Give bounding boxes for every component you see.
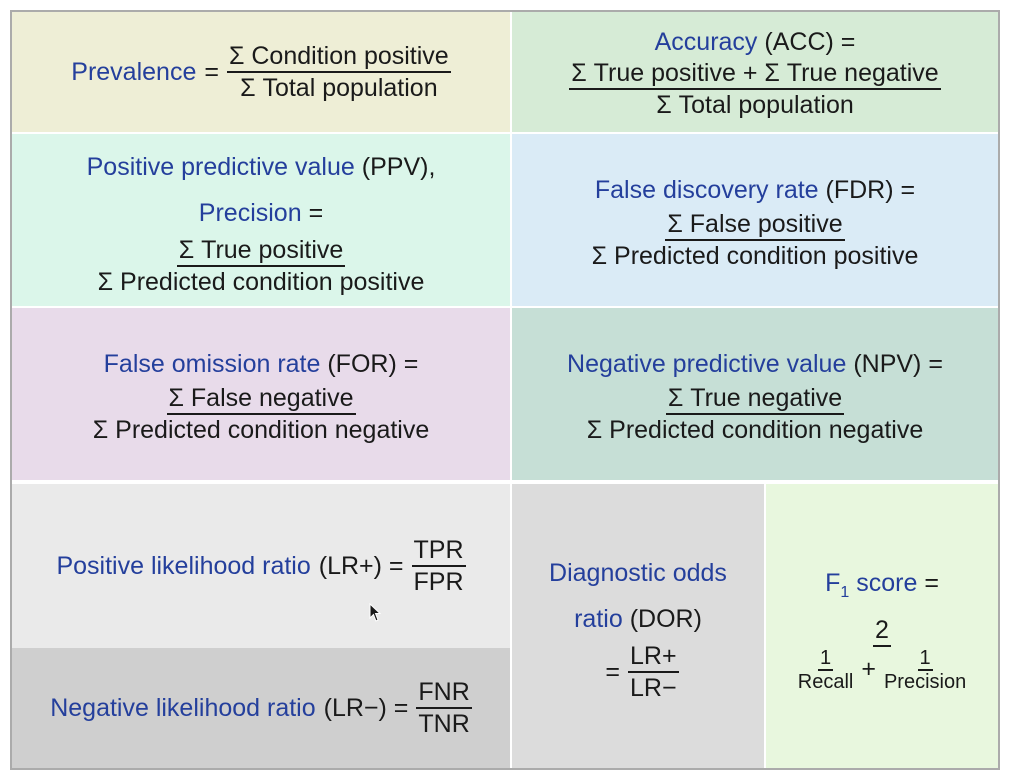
npv-fraction: Σ True negative Σ Predicted condition ne… <box>585 384 926 445</box>
equals-sign: = <box>204 57 219 86</box>
recall-term-denominator: Recall <box>797 670 854 693</box>
npv-link[interactable]: Negative predictive value <box>567 349 847 378</box>
denominator: LR− <box>630 673 677 702</box>
accuracy-link[interactable]: Accuracy <box>654 27 758 56</box>
npv-cell: Negative predictive value (NPV) = Σ True… <box>512 308 998 480</box>
npv-abbr: (NPV) = <box>853 349 943 378</box>
denominator: 1 Recall + 1 Precision <box>794 647 970 693</box>
ppv-abbr: (PPV), <box>361 152 436 181</box>
mouse-pointer-icon <box>369 603 381 622</box>
denominator: Σ Predicted condition positive <box>97 267 425 296</box>
denominator: FPR <box>413 567 464 596</box>
lr-negative-fraction: FNR TNR <box>416 678 472 739</box>
numerator: Σ False positive <box>665 210 845 241</box>
f1-name-rest: score <box>849 568 918 597</box>
f1-cell: F1 score = 2 1 Recall + 1 Precision <box>766 484 998 768</box>
numerator: Σ True negative <box>665 384 845 415</box>
denominator: Σ Predicted condition negative <box>586 415 924 444</box>
prevalence-fraction: Σ Condition positive Σ Total population <box>226 42 451 103</box>
lr-negative-abbr: (LR−) = <box>323 693 409 722</box>
precision-link[interactable]: Precision <box>198 198 302 227</box>
lr-positive-link[interactable]: Positive likelihood ratio <box>56 551 311 580</box>
dor-fraction: LR+ LR− <box>628 642 679 703</box>
f1-name: F <box>825 568 841 597</box>
lr-positive-abbr: (LR+) = <box>318 551 404 580</box>
fdr-link[interactable]: False discovery rate <box>594 175 819 204</box>
numerator: Σ True positive <box>176 236 346 267</box>
precision-term-numerator: 1 <box>917 646 933 671</box>
for-cell: False omission rate (FOR) = Σ False nega… <box>12 308 510 480</box>
prevalence-cell: Prevalence = Σ Condition positive Σ Tota… <box>12 12 510 132</box>
numerator: 2 <box>873 616 891 647</box>
dor-link[interactable]: Diagnostic odds <box>549 558 727 587</box>
f1-fraction: 2 1 Recall + 1 Precision <box>794 616 970 693</box>
fdr-cell: False discovery rate (FDR) = Σ False pos… <box>512 134 998 306</box>
precision-term-denominator: Precision <box>883 670 967 693</box>
equals-sign: = <box>605 657 621 686</box>
lr-positive-fraction: TPR FPR <box>411 536 466 597</box>
prevalence-link[interactable]: Prevalence <box>71 57 197 86</box>
fdr-abbr: (FDR) = <box>825 175 916 204</box>
f1-subscript: 1 <box>840 583 850 601</box>
numerator: LR+ <box>628 642 679 673</box>
accuracy-abbr: (ACC) = <box>764 27 856 56</box>
numerator: TPR <box>411 536 466 567</box>
numerator: Σ False negative <box>166 384 356 415</box>
for-abbr: (FOR) = <box>327 349 419 378</box>
precision-term: 1 Precision <box>882 647 968 693</box>
denominator: Σ Predicted condition positive <box>591 241 919 270</box>
for-fraction: Σ False negative Σ Predicted condition n… <box>91 384 432 445</box>
ppv-fraction: Σ True positive Σ Predicted condition po… <box>96 236 427 297</box>
recall-term: 1 Recall <box>796 647 856 693</box>
dor-cell: Diagnostic odds ratio (DOR) = LR+ LR− <box>512 484 764 768</box>
recall-term-numerator: 1 <box>817 646 834 671</box>
equals-sign: = <box>924 568 939 597</box>
accuracy-cell: Accuracy (ACC) = Σ True positive + Σ Tru… <box>512 12 998 132</box>
fdr-fraction: Σ False positive Σ Predicted condition p… <box>590 210 921 271</box>
lr-positive-cell: Positive likelihood ratio (LR+) = TPR FP… <box>12 484 510 648</box>
denominator: Σ Total population <box>656 90 854 119</box>
lr-negative-cell: Negative likelihood ratio (LR−) = FNR TN… <box>12 648 510 768</box>
for-link[interactable]: False omission rate <box>103 349 321 378</box>
f1-link[interactable]: F1 score <box>825 568 924 601</box>
accuracy-fraction: Σ True positive + Σ True negative Σ Tota… <box>569 59 941 120</box>
dor-abbr: (DOR) <box>629 604 702 633</box>
denominator: Σ Predicted condition negative <box>92 415 430 444</box>
numerator: Σ True positive + Σ True negative <box>569 59 941 90</box>
lr-negative-link[interactable]: Negative likelihood ratio <box>50 693 316 722</box>
plus-sign: + <box>861 655 876 683</box>
ppv-cell: Positive predictive value (PPV), Precisi… <box>12 134 510 306</box>
numerator: FNR <box>416 678 472 709</box>
numerator: Σ Condition positive <box>226 42 451 73</box>
dor-link-ratio[interactable]: ratio <box>574 604 623 633</box>
denominator: Σ Total population <box>240 73 438 102</box>
ppv-link[interactable]: Positive predictive value <box>86 152 355 181</box>
denominator: TNR <box>418 709 470 738</box>
equals-sign: = <box>308 198 324 227</box>
